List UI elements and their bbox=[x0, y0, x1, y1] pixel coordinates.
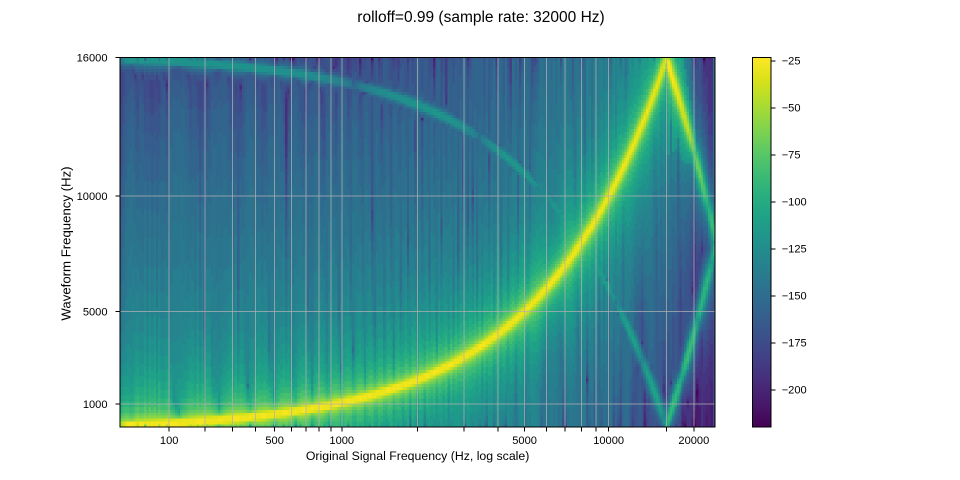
svg-text:−175: −175 bbox=[782, 338, 807, 350]
svg-text:10000: 10000 bbox=[77, 191, 108, 203]
svg-text:−25: −25 bbox=[782, 56, 801, 68]
svg-text:20000: 20000 bbox=[678, 435, 709, 447]
svg-text:1000: 1000 bbox=[83, 399, 108, 411]
svg-text:rolloff=0.99 (sample rate: 320: rolloff=0.99 (sample rate: 32000 Hz) bbox=[357, 9, 604, 26]
svg-text:10000: 10000 bbox=[593, 435, 624, 447]
svg-text:−125: −125 bbox=[782, 244, 807, 256]
svg-text:−150: −150 bbox=[782, 291, 807, 303]
svg-text:−100: −100 bbox=[782, 197, 807, 209]
svg-text:−200: −200 bbox=[782, 385, 807, 397]
svg-text:Waveform Frequency (Hz): Waveform Frequency (Hz) bbox=[58, 166, 73, 320]
svg-text:Original Signal Frequency (Hz,: Original Signal Frequency (Hz, log scale… bbox=[306, 449, 530, 463]
svg-text:−75: −75 bbox=[782, 150, 801, 162]
svg-text:500: 500 bbox=[265, 435, 284, 447]
svg-text:5000: 5000 bbox=[512, 435, 537, 447]
svg-text:100: 100 bbox=[160, 435, 179, 447]
svg-text:−50: −50 bbox=[782, 103, 801, 115]
svg-text:16000: 16000 bbox=[77, 53, 108, 65]
svg-text:1000: 1000 bbox=[329, 435, 354, 447]
svg-text:5000: 5000 bbox=[83, 307, 108, 319]
